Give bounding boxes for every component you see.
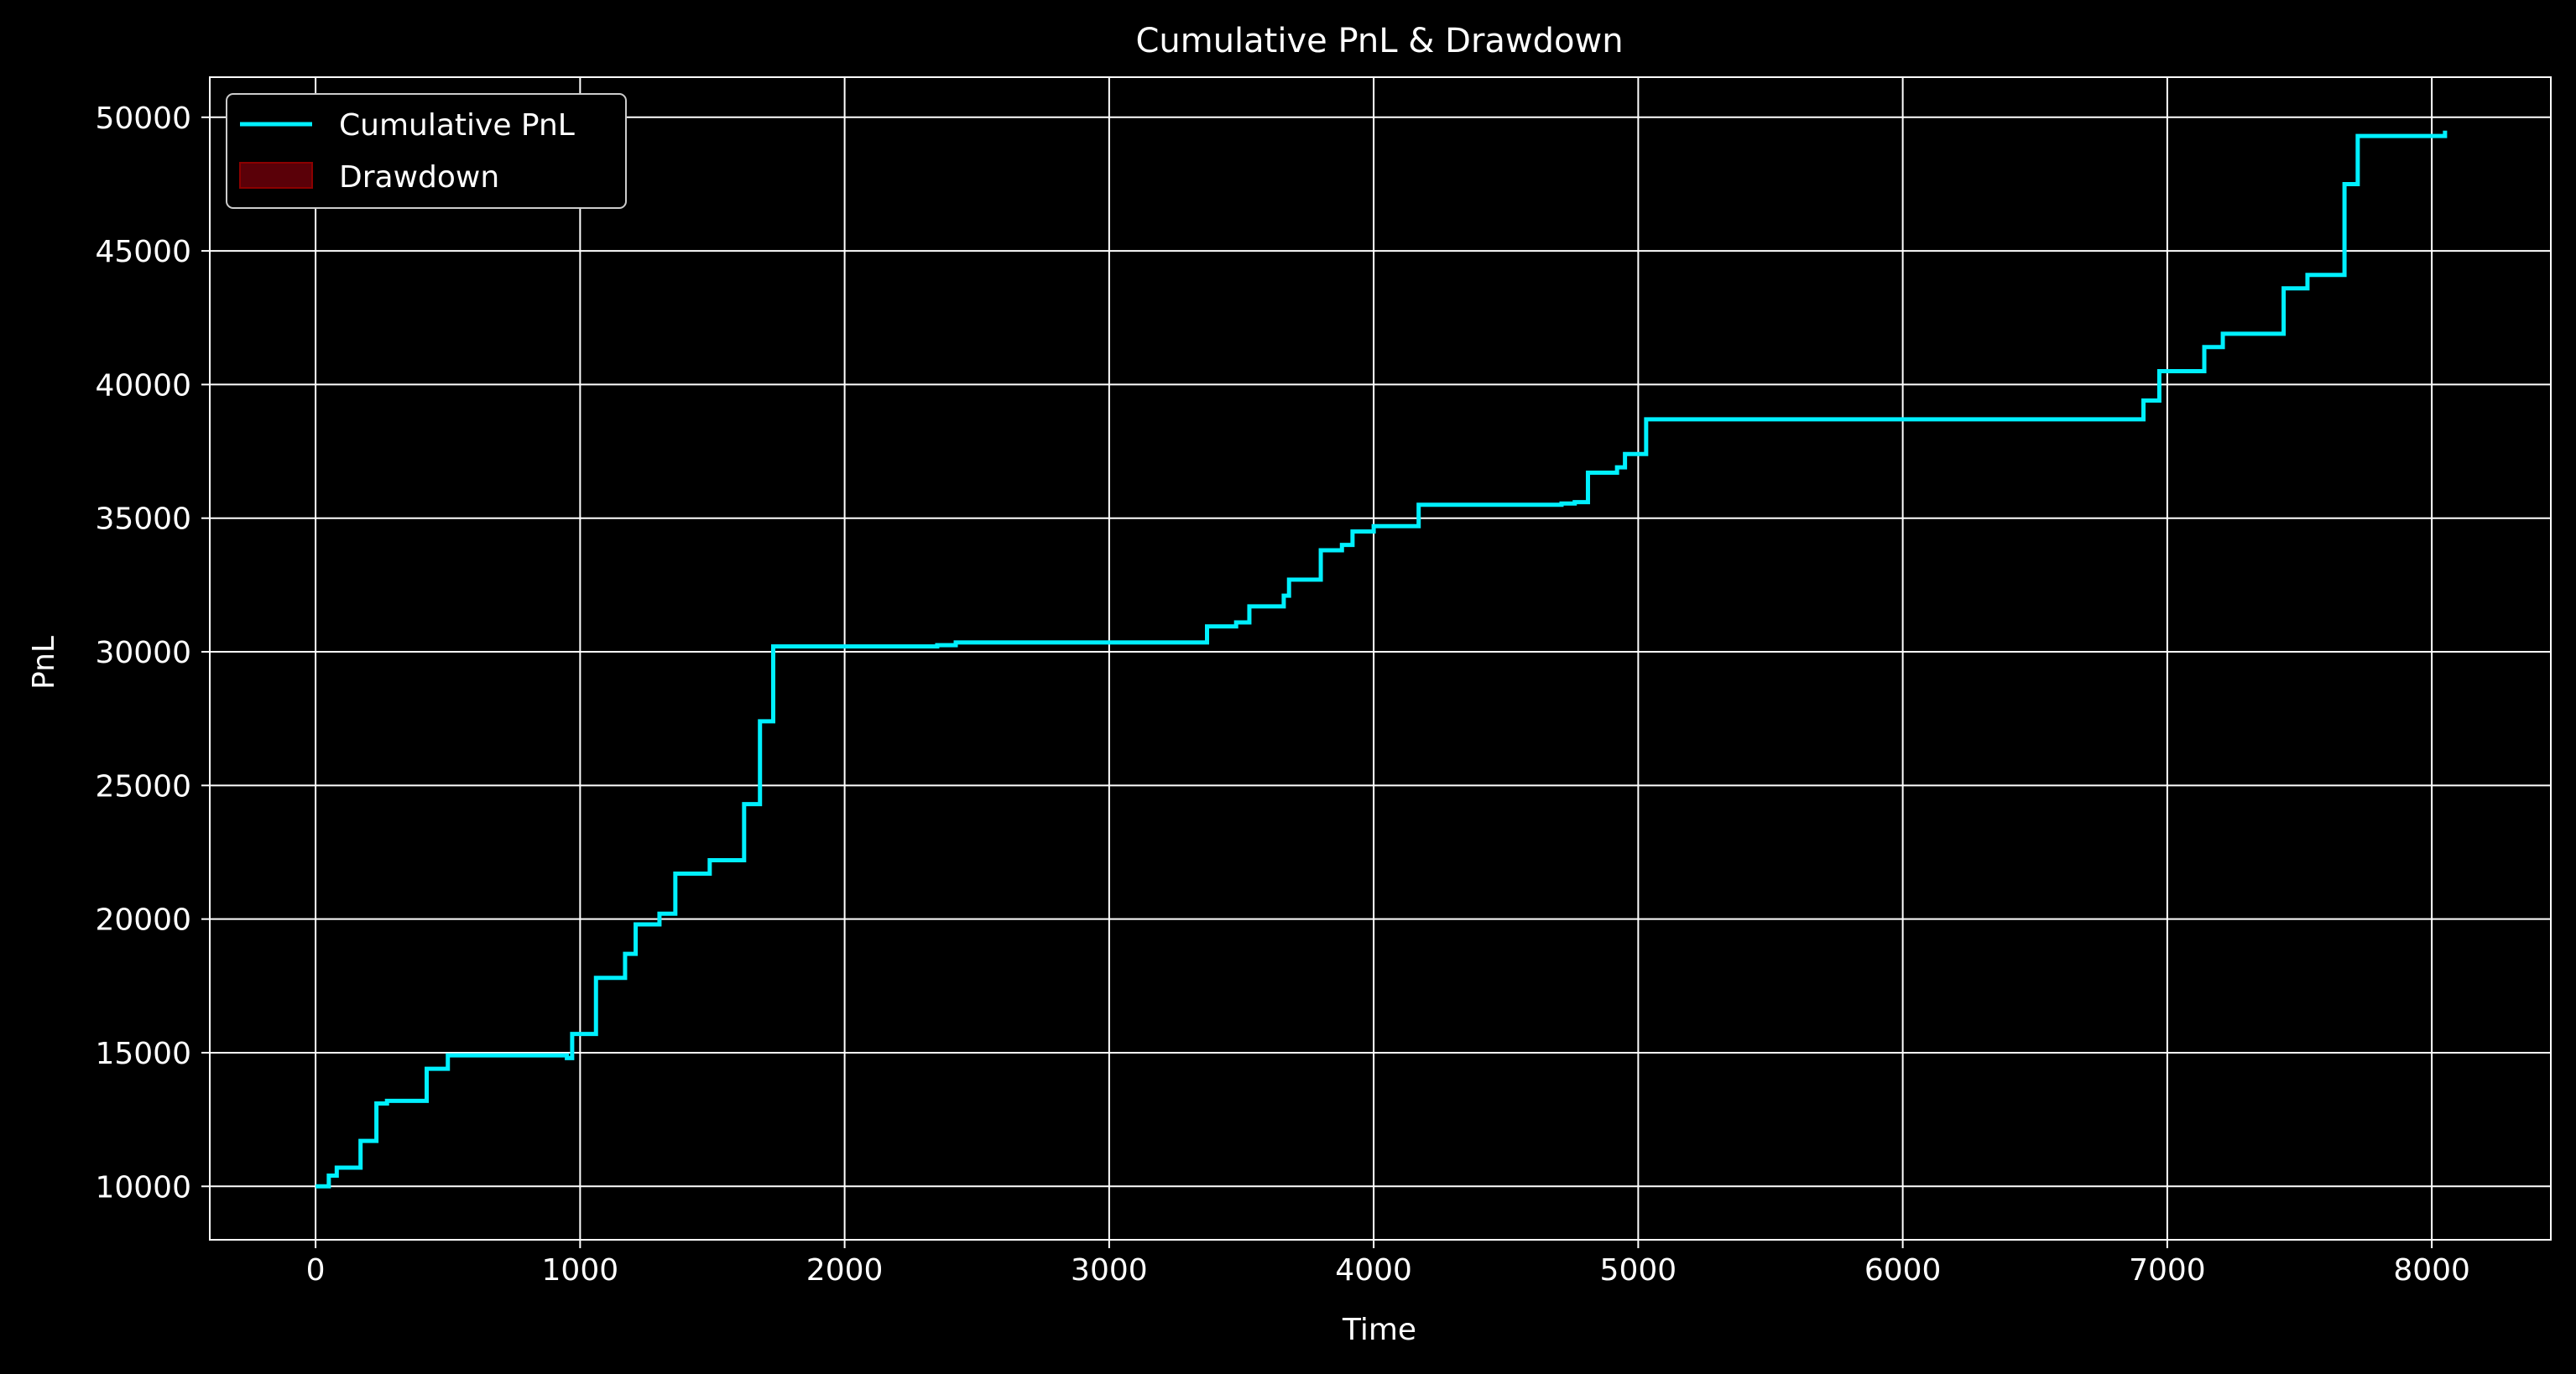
x-tick-label: 0 (306, 1253, 326, 1288)
x-tick-label: 4000 (1335, 1253, 1412, 1288)
legend-label-pnl: Cumulative PnL (339, 108, 575, 143)
series-line-cumulative-pnl (315, 130, 2448, 1189)
y-tick-label: 45000 (95, 235, 191, 269)
y-tick-label: 10000 (95, 1170, 191, 1205)
legend: Cumulative PnL Drawdown (226, 93, 627, 209)
x-axis-ticks: 0 1000 2000 3000 4000 5000 6000 7000 8000 (306, 1240, 2470, 1288)
y-axis-label: PnL (27, 636, 61, 690)
x-tick-label: 1000 (542, 1253, 619, 1288)
y-tick-label: 15000 (95, 1037, 191, 1071)
x-axis-label: Time (1342, 1313, 1416, 1347)
axes-frame (209, 76, 2552, 1241)
chart-title: Cumulative PnL & Drawdown (1135, 22, 1623, 60)
grid (210, 77, 2551, 1240)
x-tick-label: 8000 (2393, 1253, 2470, 1288)
y-tick-label: 30000 (95, 636, 191, 670)
y-axis-ticks: 10000 15000 20000 25000 30000 35000 40000 45000… (95, 101, 210, 1205)
y-tick-label: 50000 (95, 101, 191, 136)
y-tick-label: 35000 (95, 502, 191, 537)
legend-label-drawdown: Drawdown (339, 160, 499, 195)
x-tick-label: 5000 (1600, 1253, 1677, 1288)
legend-patch-swatch (239, 162, 313, 189)
x-tick-label: 2000 (806, 1253, 884, 1288)
legend-box (226, 93, 627, 209)
y-tick-label: 20000 (95, 903, 191, 938)
y-tick-label: 25000 (95, 769, 191, 804)
y-tick-label: 40000 (95, 368, 191, 403)
x-tick-label: 6000 (1864, 1253, 1942, 1288)
x-tick-label: 7000 (2129, 1253, 2206, 1288)
x-tick-label: 3000 (1071, 1253, 1148, 1288)
series-layer (315, 130, 2448, 1189)
